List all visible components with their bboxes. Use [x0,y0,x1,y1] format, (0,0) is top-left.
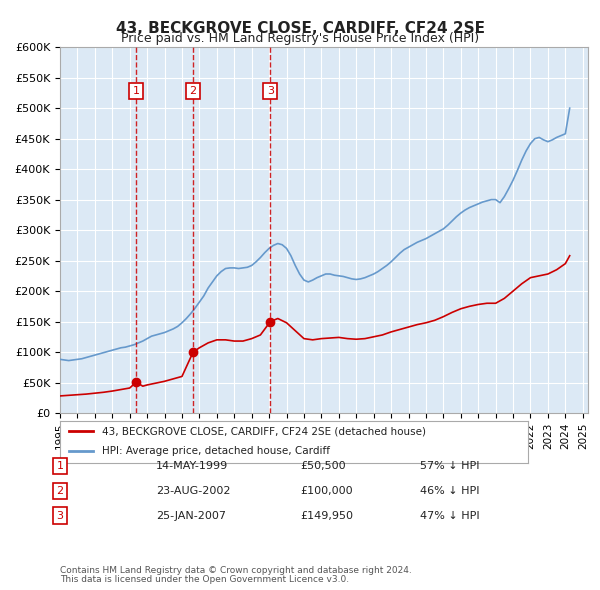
Text: 46% ↓ HPI: 46% ↓ HPI [420,486,479,496]
Text: 43, BECKGROVE CLOSE, CARDIFF, CF24 2SE: 43, BECKGROVE CLOSE, CARDIFF, CF24 2SE [115,21,485,35]
Text: 43, BECKGROVE CLOSE, CARDIFF, CF24 2SE (detached house): 43, BECKGROVE CLOSE, CARDIFF, CF24 2SE (… [102,427,426,436]
Text: £50,500: £50,500 [300,461,346,471]
Text: 25-JAN-2007: 25-JAN-2007 [156,511,226,520]
Text: £100,000: £100,000 [300,486,353,496]
Text: £149,950: £149,950 [300,511,353,520]
Text: This data is licensed under the Open Government Licence v3.0.: This data is licensed under the Open Gov… [60,575,349,584]
Text: 23-AUG-2002: 23-AUG-2002 [156,486,230,496]
Text: 1: 1 [133,86,140,96]
Text: 14-MAY-1999: 14-MAY-1999 [156,461,228,471]
Text: 57% ↓ HPI: 57% ↓ HPI [420,461,479,471]
Text: 1: 1 [56,461,64,471]
Text: HPI: Average price, detached house, Cardiff: HPI: Average price, detached house, Card… [102,446,330,456]
Text: Contains HM Land Registry data © Crown copyright and database right 2024.: Contains HM Land Registry data © Crown c… [60,566,412,575]
Text: 3: 3 [267,86,274,96]
Text: 2: 2 [56,486,64,496]
Text: 47% ↓ HPI: 47% ↓ HPI [420,511,479,520]
Text: Price paid vs. HM Land Registry's House Price Index (HPI): Price paid vs. HM Land Registry's House … [121,32,479,45]
Text: 2: 2 [190,86,197,96]
Text: 3: 3 [56,511,64,520]
